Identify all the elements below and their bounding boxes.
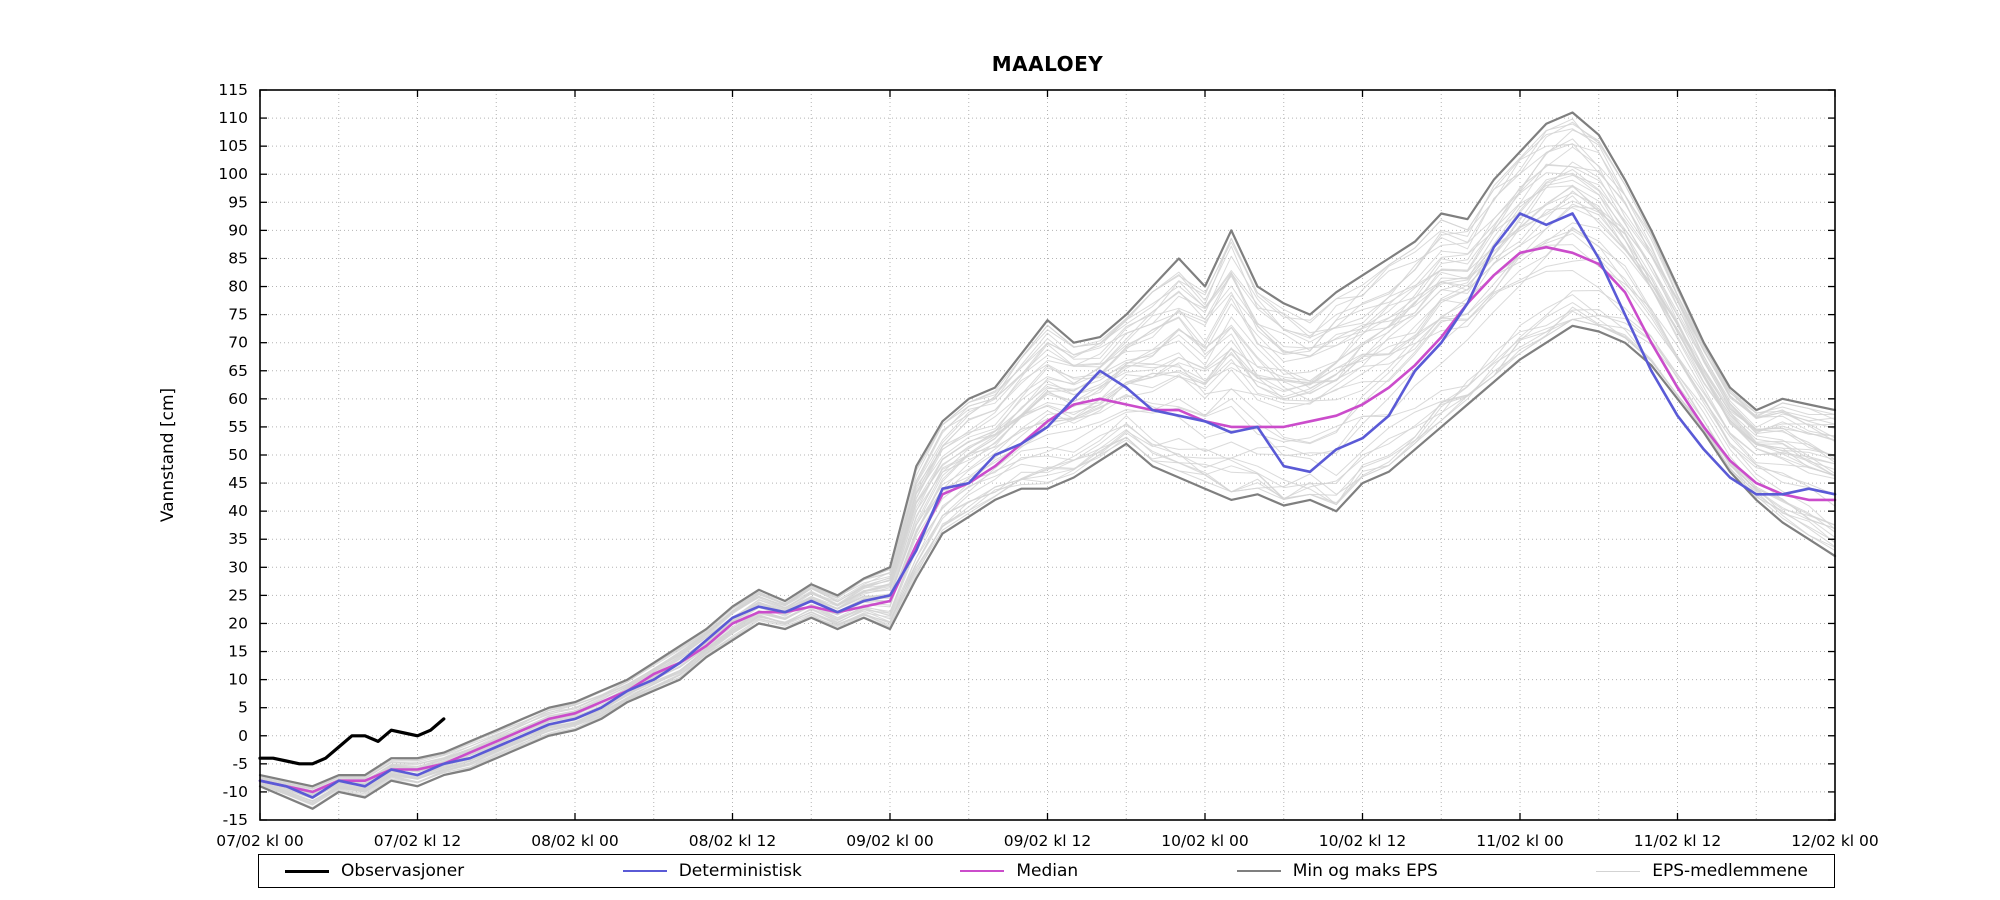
y-tick-label: 40 — [228, 502, 248, 520]
eps-member-line — [259, 228, 1836, 809]
x-tick-label: 11/02 kl 12 — [1634, 832, 1722, 850]
x-tick-label: 07/02 kl 00 — [216, 832, 304, 850]
y-tick-label: 75 — [228, 306, 248, 324]
legend-label: Observasjoner — [341, 861, 465, 881]
y-tick-label: 80 — [228, 278, 248, 296]
eps-member-line — [259, 195, 1836, 795]
y-tick-label: 115 — [218, 81, 248, 99]
y-tick-label: 105 — [218, 137, 248, 155]
series-deterministisk — [258, 212, 1837, 799]
x-tick-label: 12/02 kl 00 — [1791, 832, 1879, 850]
legend-item-min-maks-eps: Min og maks EPS — [1236, 861, 1438, 881]
legend: Observasjoner Deterministisk Median Min … — [258, 854, 1835, 888]
legend-label: Deterministisk — [678, 861, 802, 881]
series-median — [258, 245, 1837, 794]
legend-line-median — [960, 870, 1005, 872]
series-min-eps — [258, 324, 1837, 810]
x-tick-label: 10/02 kl 12 — [1319, 832, 1407, 850]
y-tick-label: 35 — [228, 530, 248, 548]
series-observasjoner — [258, 717, 446, 766]
legend-label: Min og maks EPS — [1292, 861, 1438, 881]
y-tick-label: -15 — [223, 811, 248, 829]
y-tick-label: 55 — [228, 418, 248, 436]
y-tick-label: -10 — [223, 783, 248, 801]
x-tick-label: 07/02 kl 12 — [374, 832, 462, 850]
legend-label: EPS-medlemmene — [1652, 861, 1808, 881]
y-tick-label: 20 — [228, 614, 248, 632]
legend-line-deterministisk — [622, 870, 667, 872]
y-tick-label: 90 — [228, 221, 248, 239]
x-tick-label: 11/02 kl 00 — [1476, 832, 1564, 850]
x-tick-label: 08/02 kl 12 — [689, 832, 777, 850]
x-tick-label: 09/02 kl 00 — [846, 832, 934, 850]
y-tick-label: 25 — [228, 586, 248, 604]
eps-member-line — [259, 161, 1836, 793]
chart-title: MAALOEY — [991, 52, 1104, 76]
legend-line-min-maks-eps — [1236, 870, 1281, 872]
legend-item-eps-medlemmene: EPS-medlemmene — [1596, 861, 1808, 881]
y-tick-label: 10 — [228, 671, 248, 689]
eps-member-line — [259, 206, 1836, 792]
eps-member-line — [259, 190, 1836, 809]
y-tick-label: 110 — [218, 109, 248, 127]
x-tick-label: 09/02 kl 12 — [1004, 832, 1092, 850]
y-tick-label: 50 — [228, 446, 248, 464]
eps-member-line — [259, 129, 1836, 790]
y-tick-label: -5 — [233, 755, 248, 773]
y-tick-label: 65 — [228, 362, 248, 380]
eps-member-line — [259, 294, 1836, 808]
gridlines — [259, 89, 1836, 821]
eps-member-line — [259, 257, 1836, 800]
y-tick-label: 15 — [228, 643, 248, 661]
eps-member-line — [259, 143, 1836, 790]
y-tick-label: 30 — [228, 558, 248, 576]
legend-item-deterministisk: Deterministisk — [622, 861, 802, 881]
series-max-eps — [258, 111, 1837, 788]
legend-label: Median — [1016, 861, 1079, 881]
eps-member-line — [259, 128, 1836, 799]
legend-item-observasjoner: Observasjoner — [285, 861, 464, 881]
eps-member-line — [259, 185, 1836, 794]
y-tick-label: 85 — [228, 249, 248, 267]
eps-member-line — [259, 310, 1836, 802]
y-tick-label: 100 — [218, 165, 248, 183]
eps-member-line — [259, 270, 1836, 795]
y-tick-label: 70 — [228, 334, 248, 352]
eps-member-line — [259, 123, 1836, 795]
axes-ticks: 07/02 kl 00 07/02 kl 12 08/02 kl 00 08/02 k… — [216, 81, 1879, 850]
y-tick-label: 60 — [228, 390, 248, 408]
eps-member-line — [259, 309, 1836, 802]
legend-line-observasjoner — [285, 869, 329, 873]
y-tick-label: 0 — [238, 727, 248, 745]
eps-member-line — [259, 179, 1836, 802]
y-tick-label: 95 — [228, 193, 248, 211]
legend-item-median: Median — [960, 861, 1078, 881]
y-tick-label: 45 — [228, 474, 248, 492]
eps-member-line — [259, 185, 1836, 802]
eps-member-line — [259, 200, 1836, 798]
eps-member-line — [259, 302, 1836, 802]
legend-line-eps-medlemmene — [1596, 870, 1641, 872]
eps-member-line — [259, 143, 1836, 800]
x-tick-label: 10/02 kl 00 — [1161, 832, 1249, 850]
x-tick-label: 08/02 kl 00 — [531, 832, 619, 850]
y-tick-label: 5 — [238, 699, 248, 717]
